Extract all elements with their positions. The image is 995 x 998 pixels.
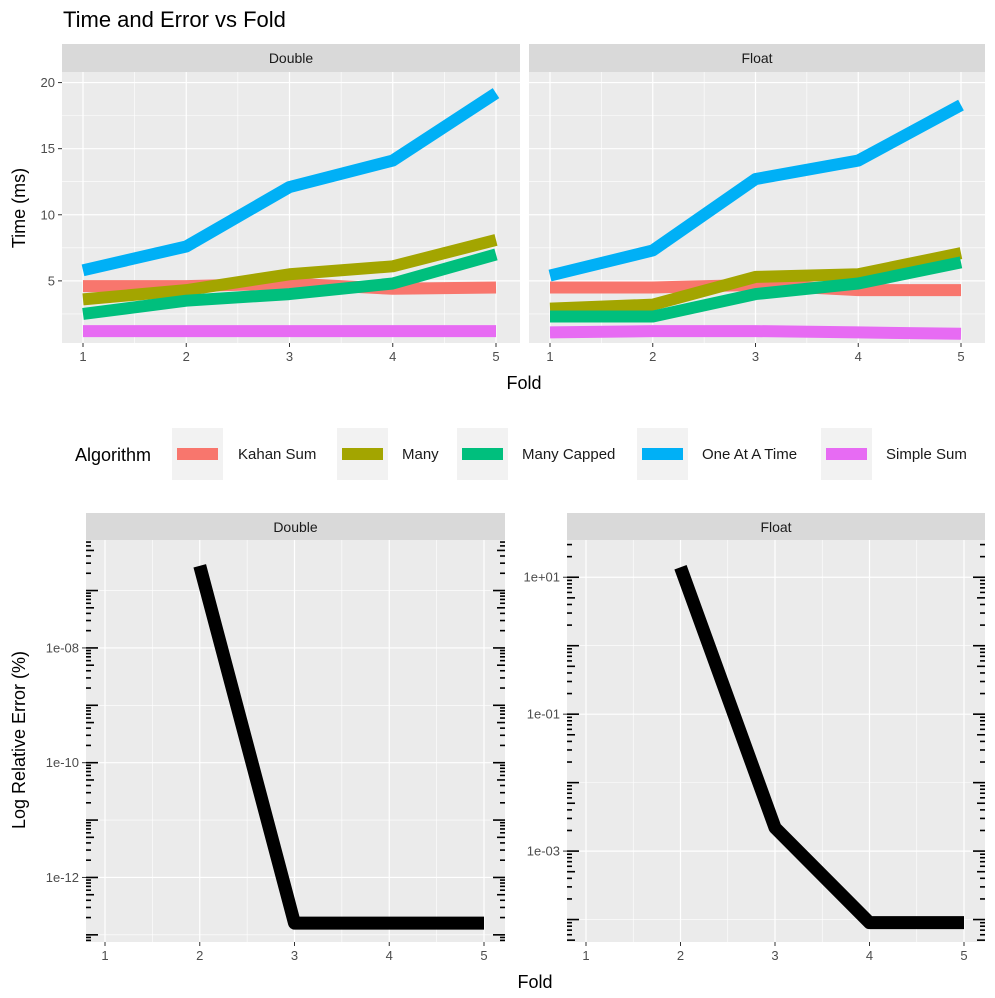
x-tick-label: 2 xyxy=(183,349,190,364)
x-axis-title: Fold xyxy=(517,972,552,992)
y-tick-label: 1e-08 xyxy=(46,640,79,655)
x-tick-label: 1 xyxy=(79,349,86,364)
x-tick-label: 1 xyxy=(546,349,553,364)
y-tick-label: 1e-03 xyxy=(527,844,560,859)
x-tick-label: 4 xyxy=(386,948,393,963)
y-tick-label: 1e-10 xyxy=(46,755,79,770)
facet-strip xyxy=(86,513,505,540)
chart-title: Time and Error vs Fold xyxy=(63,7,286,32)
series-line-many xyxy=(82,234,498,306)
y-tick-label: 1e-01 xyxy=(527,707,560,722)
legend-label: Simple Sum xyxy=(886,446,967,463)
x-tick-label: 3 xyxy=(286,349,293,364)
y-tick-label: 15 xyxy=(41,141,55,156)
series-line-one-at-a-time xyxy=(548,99,964,282)
legend-key-many-capped xyxy=(462,448,503,460)
x-tick-label: 5 xyxy=(492,349,499,364)
series-line-many-capped xyxy=(82,248,498,320)
facet-label: Double xyxy=(269,50,314,66)
x-tick-label: 4 xyxy=(855,349,862,364)
legend-label: One At A Time xyxy=(702,446,797,463)
legend-key-simple-sum xyxy=(826,448,867,460)
facet-label: Float xyxy=(741,50,772,66)
y-tick-label: 1e+01 xyxy=(523,570,560,585)
facet-strip xyxy=(567,513,985,540)
x-tick-label: 2 xyxy=(196,948,203,963)
error-panels: Double 1e-08 1e-10 1e-12 1 2 3 4 5 Float 1e+01 1e-0… xyxy=(9,513,985,992)
x-tick-label: 1 xyxy=(582,948,589,963)
time-panels: Double 5 10 15 20 1 2 3 4 5 Float 1 2 3 4 5 Fold Time (ms… xyxy=(9,44,985,393)
legend-label: Many xyxy=(402,446,439,463)
series-line-many-capped xyxy=(550,256,963,323)
y-tick-label: 20 xyxy=(41,75,55,90)
panel-error-float: Float 1e+01 1e-01 1e-03 1 2 3 4 5 xyxy=(523,513,985,963)
series-line-simple-sum xyxy=(549,325,962,340)
series-line-one-at-a-time xyxy=(81,88,500,277)
series-line-kahan-sum xyxy=(83,277,497,295)
legend-key-kahan-sum xyxy=(177,448,218,460)
legend-key-many xyxy=(342,448,383,460)
x-axis-title: Fold xyxy=(506,373,541,393)
x-tick-label: 4 xyxy=(389,349,396,364)
series-line-many xyxy=(549,247,963,315)
legend-label: Many Capped xyxy=(522,446,615,463)
legend-title: Algorithm xyxy=(75,445,151,465)
x-tick-label: 5 xyxy=(960,948,967,963)
x-tick-label: 3 xyxy=(771,948,778,963)
x-tick-label: 3 xyxy=(752,349,759,364)
x-tick-label: 5 xyxy=(957,349,964,364)
facet-strip xyxy=(62,44,520,72)
facet-label: Double xyxy=(273,519,318,535)
y-axis-title: Log Relative Error (%) xyxy=(9,651,29,829)
y-tick-label: 1e-12 xyxy=(46,870,79,885)
panel-time-double: Double 5 10 15 20 1 2 3 4 5 xyxy=(41,44,520,364)
x-tick-label: 2 xyxy=(677,948,684,963)
y-tick-label: 5 xyxy=(48,273,55,288)
x-tick-label: 2 xyxy=(649,349,656,364)
y-axis-title: Time (ms) xyxy=(9,168,29,248)
plot-background xyxy=(567,540,985,942)
error-line xyxy=(193,564,484,930)
facet-strip xyxy=(529,44,985,72)
series-line-kahan-sum xyxy=(550,278,961,297)
error-line xyxy=(674,565,964,930)
x-tick-label: 1 xyxy=(101,948,108,963)
x-tick-label: 4 xyxy=(866,948,873,963)
panel-time-float: Float 1 2 3 4 5 xyxy=(529,44,985,364)
legend: Algorithm Kahan Sum Many Many Capped One At … xyxy=(75,428,967,480)
x-tick-label: 5 xyxy=(480,948,487,963)
plot-background xyxy=(86,540,505,942)
legend-label: Kahan Sum xyxy=(238,446,316,463)
legend-key-one-at-a-time xyxy=(642,448,683,460)
facet-label: Float xyxy=(760,519,791,535)
panel-error-double: Double 1e-08 1e-10 1e-12 1 2 3 4 5 xyxy=(46,513,505,963)
y-tick-label: 10 xyxy=(41,207,55,222)
x-tick-label: 3 xyxy=(291,948,298,963)
